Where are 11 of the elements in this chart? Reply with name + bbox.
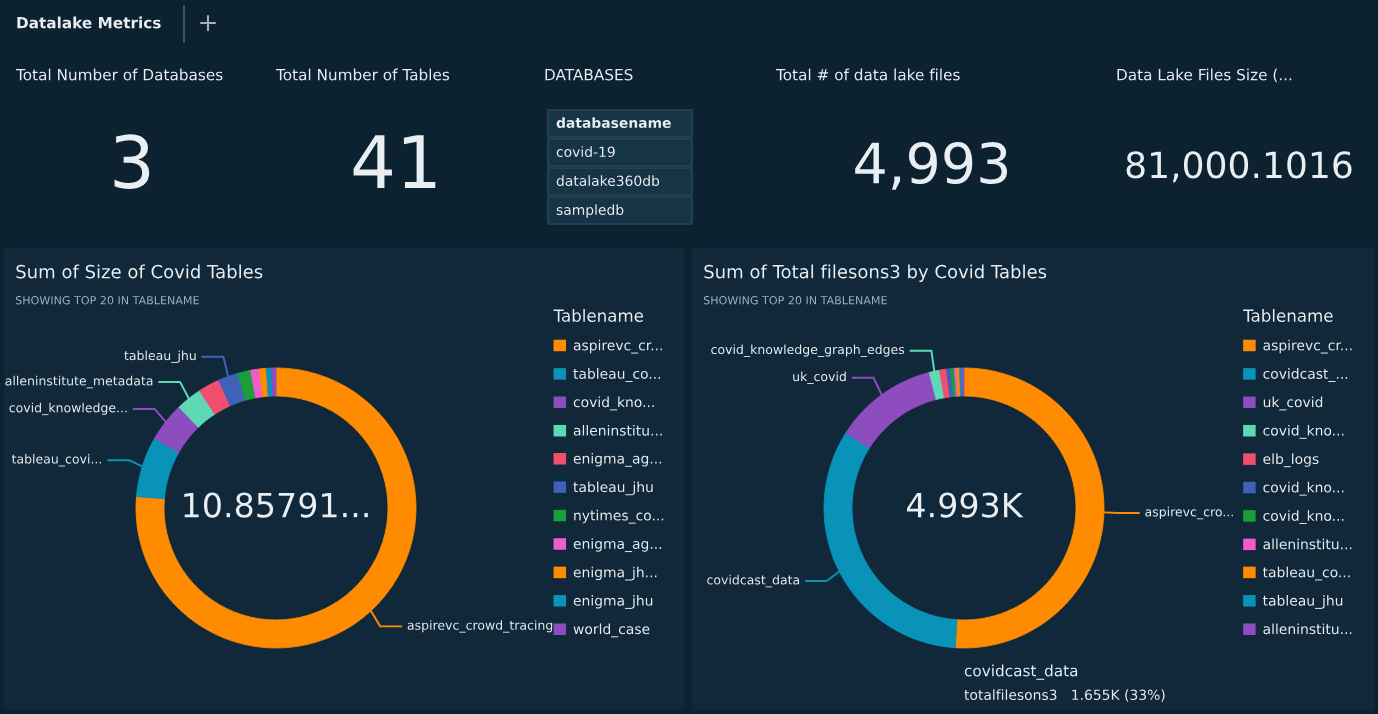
- chart-title: Sum of Total filesons3 by Covid Tables: [704, 264, 1047, 282]
- chart-title: Sum of Size of Covid Tables: [16, 264, 263, 279]
- text: +: [200, 15, 216, 31]
- text: 10.85791...: [184, 492, 368, 518]
- legend-title: Tablename: [1243, 309, 1333, 322]
- text: 41: [353, 135, 436, 188]
- text: 4,993: [855, 142, 1008, 190]
- text: 81,000.1016: [1126, 151, 1352, 183]
- text: 3: [114, 134, 150, 189]
- legend-title: Tablename: [553, 309, 644, 322]
- text: 4.993K: [906, 492, 1024, 518]
